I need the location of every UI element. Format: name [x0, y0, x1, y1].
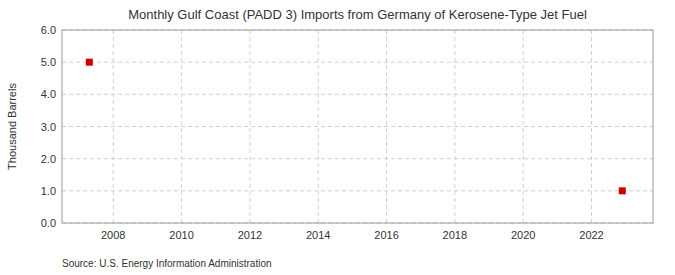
x-tick-label: 2012 — [238, 229, 262, 241]
y-grid-line — [62, 126, 653, 127]
y-tick-label: 1.0 — [41, 185, 56, 197]
data-point — [619, 187, 626, 194]
x-tick-label: 2022 — [579, 229, 603, 241]
y-grid-line — [62, 158, 653, 159]
x-axis: 2008 2010 2012 2014 2016 2018 2020 2022 — [101, 229, 604, 241]
x-tick-label: 2020 — [511, 229, 535, 241]
grid — [62, 30, 653, 223]
y-tick-label: 2.0 — [41, 153, 56, 165]
y-axis-label: Thousand Barrels — [6, 83, 18, 170]
plot-background — [62, 30, 653, 223]
x-grid-line — [591, 30, 592, 223]
y-grid-line — [62, 62, 653, 63]
plot-frame — [62, 30, 653, 223]
x-grid-line — [249, 30, 250, 223]
y-tick-label: 4.0 — [41, 88, 56, 100]
y-grid-line — [62, 94, 653, 95]
x-tick-label: 2010 — [169, 229, 193, 241]
chart-container: 2008 2010 2012 2014 2016 2018 2020 2022 0.0 1.0 2.… — [0, 0, 675, 275]
points — [86, 59, 626, 195]
y-axis: 0.0 1.0 2.0 3.0 4.0 5.0 6.0 — [41, 24, 56, 229]
y-tick-label: 0.0 — [41, 217, 56, 229]
chart-svg: 2008 2010 2012 2014 2016 2018 2020 2022 0.0 1.0 2.… — [0, 0, 675, 275]
y-tick-label: 6.0 — [41, 24, 56, 36]
x-tick-label: 2016 — [374, 229, 398, 241]
y-grid-line — [62, 190, 653, 191]
y-tick-label: 3.0 — [41, 121, 56, 133]
x-grid-line — [523, 30, 524, 223]
data-point — [86, 59, 93, 66]
x-tick-label: 2018 — [443, 229, 467, 241]
chart-title: Monthly Gulf Coast (PADD 3) Imports from… — [128, 7, 587, 22]
x-tick-label: 2008 — [101, 229, 125, 241]
x-tick-label: 2014 — [306, 229, 330, 241]
y-tick-label: 5.0 — [41, 56, 56, 68]
source-note: Source: U.S. Energy Information Administ… — [62, 258, 272, 269]
